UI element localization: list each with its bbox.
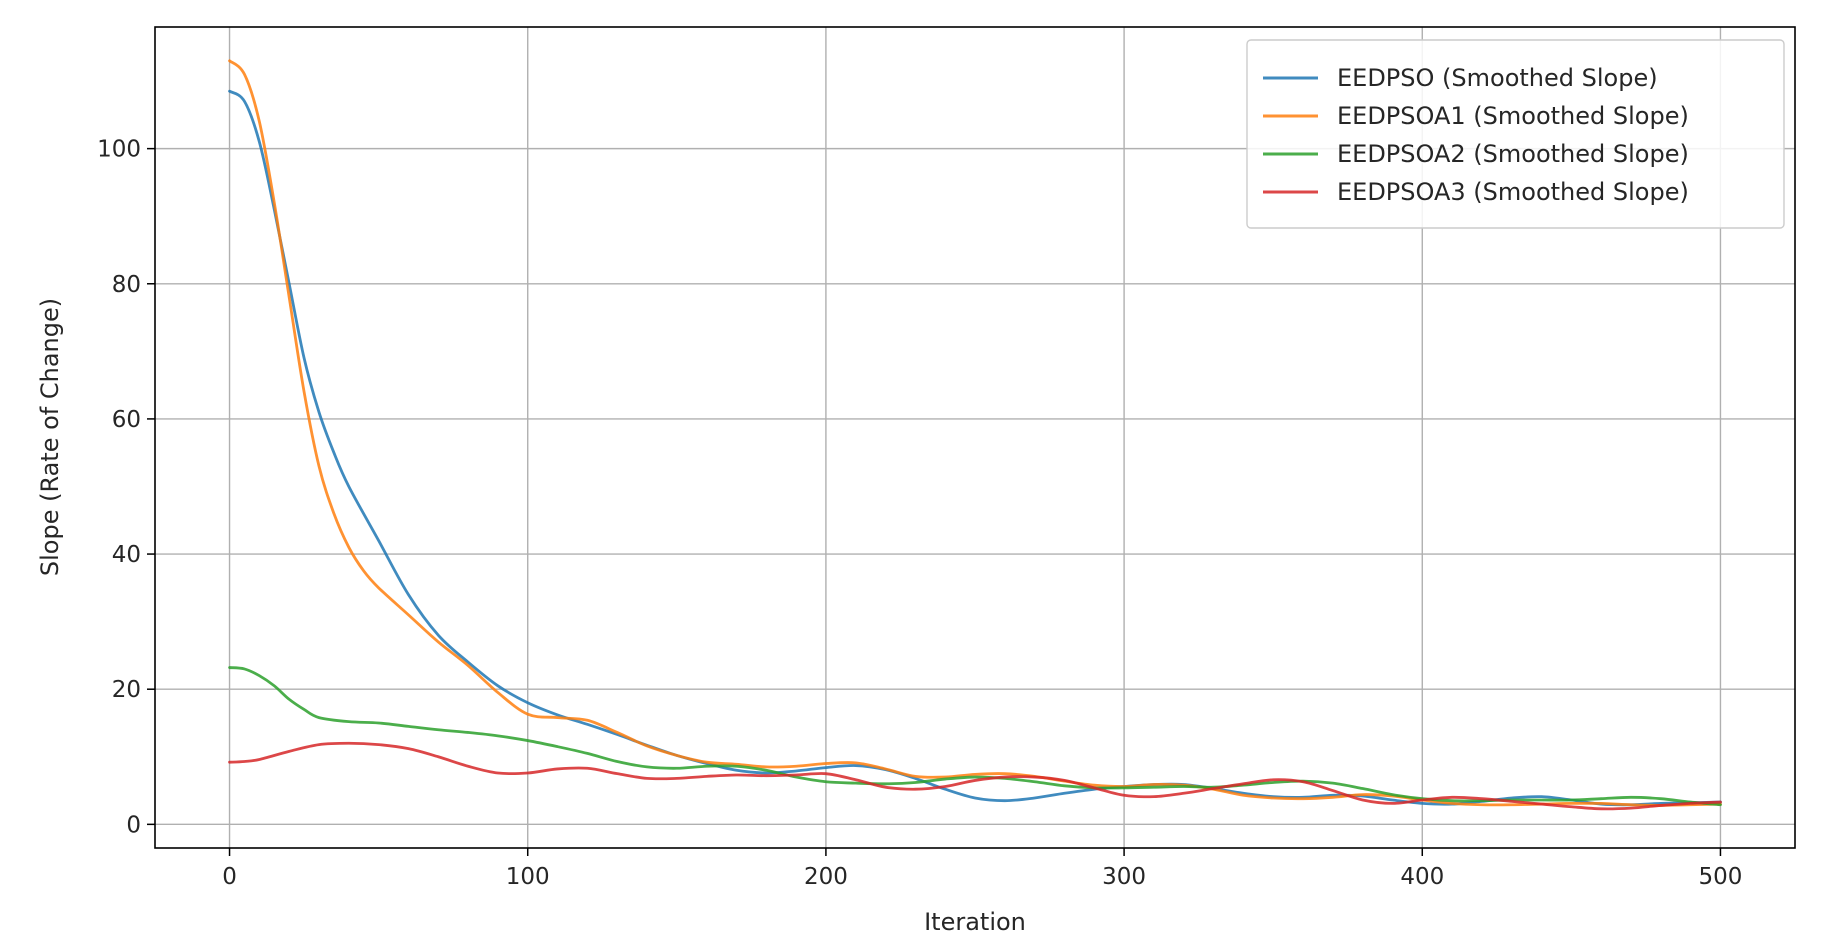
series-line-eedpsoa2 <box>228 666 1722 807</box>
legend-entries: EEDPSO (Smoothed Slope) EEDPSOA1 (Smoothe… <box>1263 64 1689 206</box>
legend-box <box>1246 39 1785 229</box>
legend-label-eedpso: EEDPSO (Smoothed Slope) <box>1337 64 1658 92</box>
y-tick-label: 0 <box>126 812 141 838</box>
y-tick-label: 60 <box>112 407 141 433</box>
x-tick-label: 200 <box>804 864 848 890</box>
x-tick-label: 500 <box>1699 864 1743 890</box>
legend-label-eedpsoa2: EEDPSOA2 (Smoothed Slope) <box>1337 140 1689 168</box>
y-tick-label: 100 <box>97 137 141 163</box>
x-tick-label: 300 <box>1102 864 1146 890</box>
x-axis-ticks: 0 100 200 300 400 500 <box>222 848 1742 890</box>
series-line-eedpsoa3 <box>228 741 1722 811</box>
x-tick-label: 400 <box>1400 864 1444 890</box>
series-line-eedpsoa1 <box>228 59 1722 807</box>
legend: EEDPSO (Smoothed Slope) EEDPSOA1 (Smoothe… <box>1246 39 1785 229</box>
y-axis-label: Slope (Rate of Change) <box>36 298 64 576</box>
plot-frame <box>154 26 1796 849</box>
y-tick-label: 80 <box>112 272 141 298</box>
y-tick-label: 20 <box>112 677 141 703</box>
y-axis-ticks: 0 20 40 60 80 100 <box>97 137 155 838</box>
series-lines <box>228 59 1722 811</box>
legend-label-eedpsoa3: EEDPSOA3 (Smoothed Slope) <box>1337 178 1689 206</box>
x-tick-label: 100 <box>506 864 550 890</box>
y-tick-label: 40 <box>112 542 141 568</box>
x-axis-label: Iteration <box>924 908 1026 936</box>
legend-label-eedpsoa1: EEDPSOA1 (Smoothed Slope) <box>1337 102 1689 130</box>
x-tick-label: 0 <box>222 864 237 890</box>
